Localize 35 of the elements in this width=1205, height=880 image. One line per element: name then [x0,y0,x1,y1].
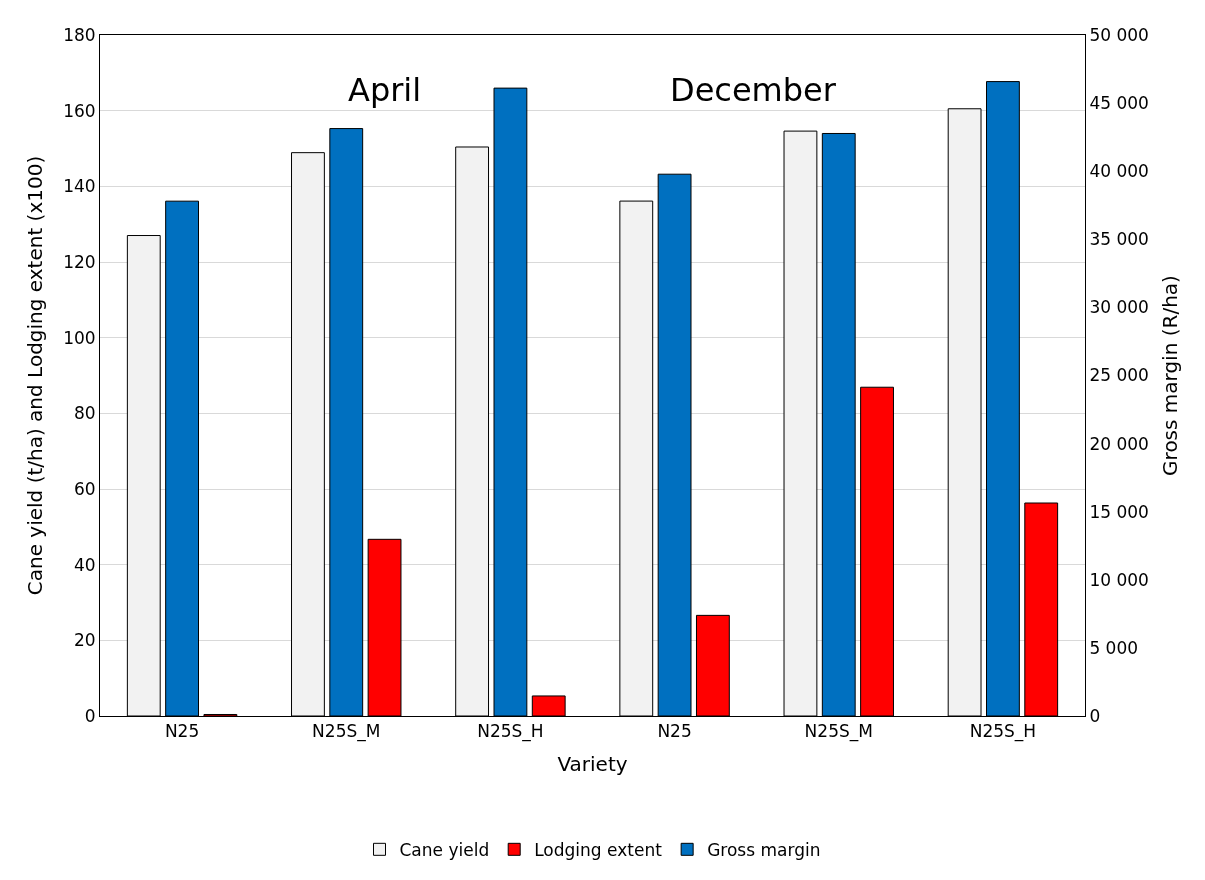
annotation: December [670,71,837,109]
y2-tick-label: 15 000 [1089,501,1149,522]
y-axis-title: Cane yield (t/ha) and Lodging extent (x100) [22,155,47,596]
y-tick-label: 120 [63,251,96,272]
legend-label: Cane yield [399,839,490,860]
y2-tick-label: 45 000 [1089,93,1149,114]
x-tick-label: N25S_H [477,721,544,743]
y-tick-label: 60 [73,478,96,499]
annotation: April [348,71,422,109]
y-tick-label: 0 [84,705,96,726]
y2-tick-label: 10 000 [1089,569,1149,590]
legend-label: Gross margin [707,839,821,860]
y-tick-label: 160 [63,100,96,121]
y-tick-label: 80 [73,403,96,424]
y-tick-label: 40 [73,554,96,575]
legend-label: Lodging extent [534,839,663,860]
y2-tick-label: 50 000 [1089,24,1149,45]
x-tick-label: N25S_H [969,721,1037,743]
y-tick-label: 100 [63,327,96,348]
x-tick-label: N25 [164,721,200,742]
y-tick-label: 20 [73,630,96,651]
y2-tick-label: 20 000 [1089,433,1149,454]
y2-tick-label: 25 000 [1089,365,1149,386]
y2-tick-label: 35 000 [1089,229,1149,250]
x-tick-label: N25S_M [804,721,873,743]
y2-tick-label: 5 000 [1089,637,1139,658]
x-axis-title: Variety [557,751,628,776]
y2-axis-title: Gross margin (R/ha) [1158,275,1183,476]
y2-tick-label: 30 000 [1089,297,1149,318]
x-tick-label: N25 [657,721,692,742]
y2-tick-label: 0 [1089,705,1101,726]
x-tick-label: N25S_M [312,721,381,743]
y2-tick-label: 40 000 [1089,161,1149,182]
y-tick-label: 180 [63,24,96,45]
y-tick-label: 140 [63,176,96,197]
